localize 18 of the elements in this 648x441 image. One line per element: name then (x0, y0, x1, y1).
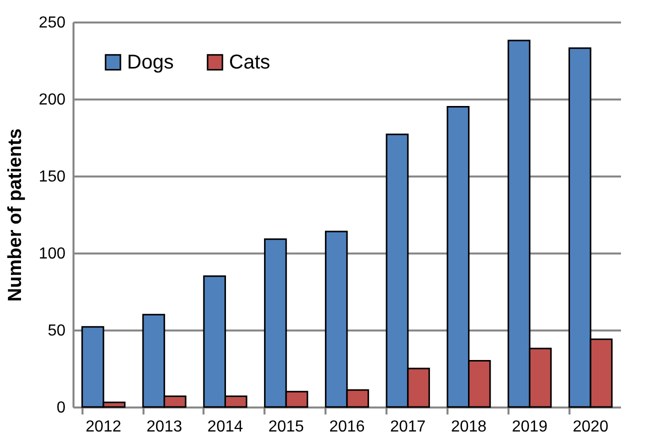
x-tick-label: 2014 (207, 418, 244, 436)
y-tick-label: 250 (38, 14, 66, 32)
x-tick-label: 2019 (512, 418, 548, 436)
y-tick-label: 100 (38, 246, 66, 262)
x-tick-label: 2017 (390, 418, 426, 436)
x-tick-label: 2012 (86, 418, 122, 436)
y-tick-label: 150 (38, 168, 66, 186)
x-tick-label: 2013 (146, 418, 182, 436)
x-tick-label: 2015 (268, 418, 304, 436)
y-tick-label: 200 (38, 92, 66, 108)
x-tick-label: 2016 (329, 418, 365, 436)
x-tick-label: 2018 (450, 418, 487, 436)
legend-label: Dogs (127, 51, 174, 74)
x-tick-label: 2020 (572, 418, 608, 436)
y-tick-label: 0 (56, 400, 66, 416)
y-axis-title: Number of patients (4, 128, 26, 302)
legend-label: Cats (229, 51, 270, 74)
y-tick-label: 50 (48, 322, 66, 340)
